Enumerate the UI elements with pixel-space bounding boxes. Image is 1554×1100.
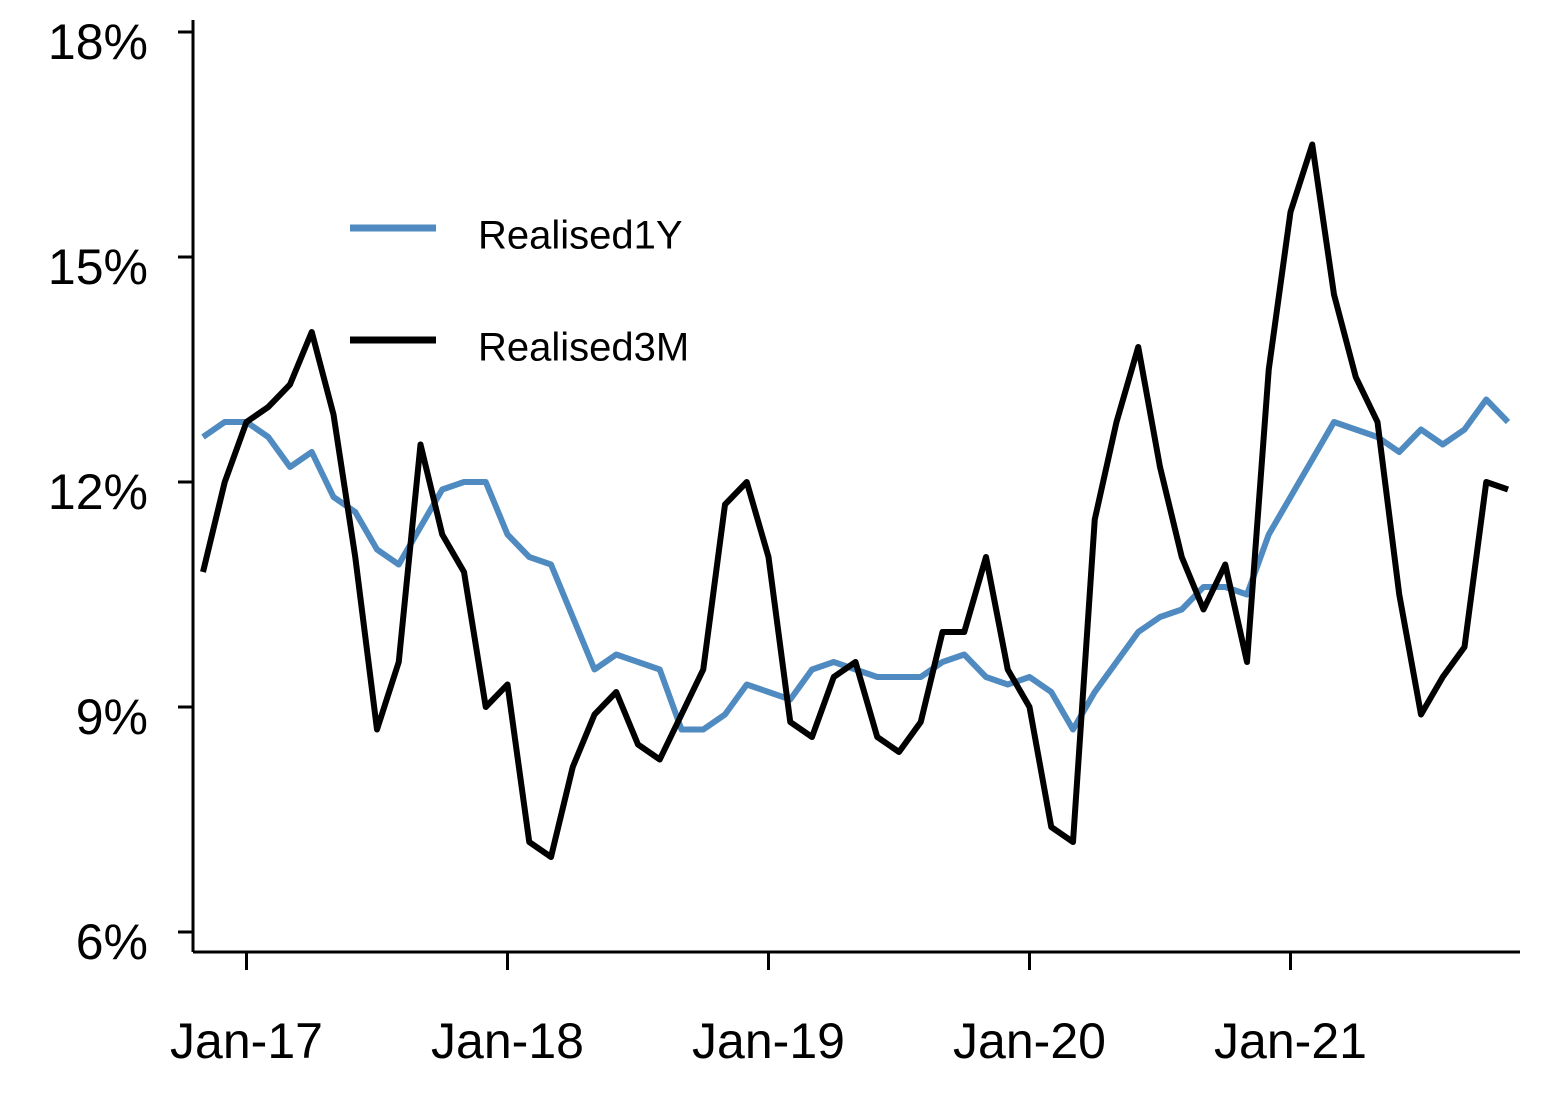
y-tick-label: 6% <box>76 914 148 970</box>
x-tick-label: Jan-21 <box>1214 1013 1367 1069</box>
line-series <box>201 396 1511 733</box>
x-tick-label: Jan-19 <box>692 1013 845 1069</box>
line-series <box>200 141 1509 860</box>
x-tick-label: Jan-18 <box>431 1013 584 1069</box>
y-tick-label: 9% <box>76 689 148 745</box>
legend-label: Realised1Y <box>478 214 683 258</box>
x-tick-label: Jan-20 <box>953 1013 1106 1069</box>
y-tick-label: 12% <box>48 464 148 520</box>
y-tick-label: 15% <box>48 239 148 295</box>
y-tick-label: 18% <box>48 14 148 70</box>
legend-label: Realised3M <box>478 326 689 370</box>
x-tick-label: Jan-17 <box>170 1013 323 1069</box>
